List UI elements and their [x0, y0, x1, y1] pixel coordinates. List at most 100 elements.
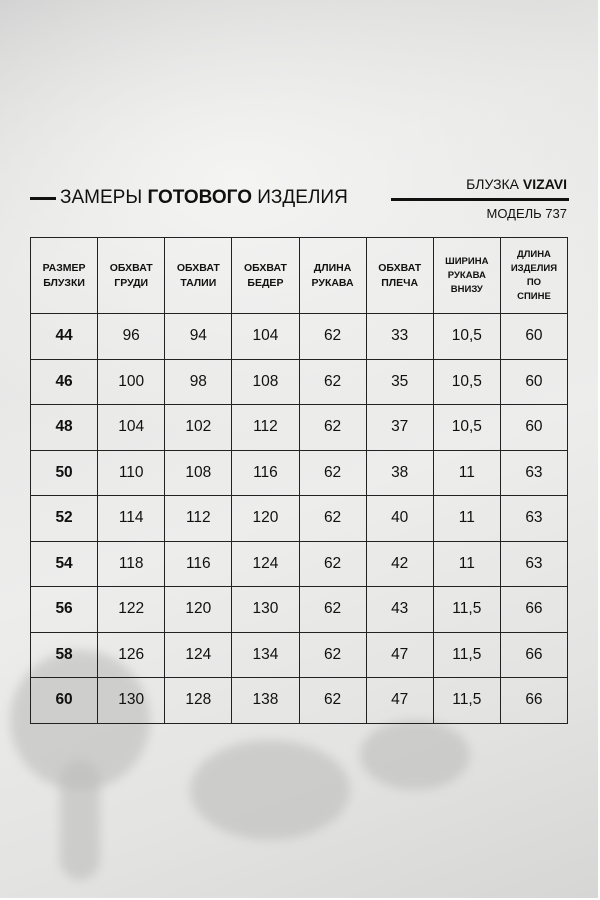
measurement-cell: 116: [231, 449, 300, 496]
column-header: ДЛИНА ИЗДЕЛИЯ ПО СПИНЕ: [499, 237, 569, 314]
column-header-line: ОБХВАТ: [243, 261, 287, 274]
measurement-cell: 63: [499, 540, 569, 587]
measurement-cell: 42: [365, 540, 434, 587]
column-header: ОБХВАТ ГРУДИ: [97, 237, 166, 314]
column-header-line: ОБХВАТ: [176, 261, 220, 274]
table-body: 44 96 94 104 62 33 10,5 60 46 100 98 108 62 35 10,5 60 4…: [29, 313, 569, 724]
column-header-line: ПЛЕЧА: [381, 276, 419, 289]
column-header-line: РУКАВА: [311, 276, 354, 289]
column-header-line: ДЛИНА: [516, 248, 551, 260]
measurement-cell: 124: [164, 631, 233, 678]
measurement-cell: 63: [499, 495, 569, 542]
title-dash: [30, 196, 56, 200]
measurement-cell: 62: [298, 631, 367, 678]
measurement-cell: 128: [164, 677, 233, 724]
column-header-line: РАЗМЕР: [42, 261, 86, 274]
measurement-cell: 35: [365, 358, 434, 405]
column-header-line: ДЛИНА: [313, 261, 352, 274]
measurement-cell: 63: [499, 449, 569, 496]
measurement-cell: 60: [499, 404, 569, 451]
measurement-cell: 98: [164, 358, 233, 405]
brand-label: БЛУЗКА VIZAVI: [466, 176, 567, 192]
measurement-cell: 62: [298, 495, 367, 542]
measurement-cell: 126: [97, 631, 166, 678]
brand-name: VIZAVI: [522, 176, 567, 192]
measurement-cell: 62: [298, 586, 367, 633]
measurement-cell: 40: [365, 495, 434, 542]
table-row: 58 126 124 134 62 47 11,5 66: [29, 631, 569, 678]
column-header-line: ШИРИНА: [445, 255, 489, 267]
measurement-cell: 138: [231, 677, 300, 724]
measurement-cell: 43: [365, 586, 434, 633]
measurement-cell: 62: [298, 449, 367, 496]
measurement-cell: 62: [298, 313, 367, 360]
measurement-cell: 37: [365, 404, 434, 451]
measurement-cell: 112: [164, 495, 233, 542]
title-bold: ГОТОВОГО: [147, 187, 252, 208]
column-header-line: ТАЛИИ: [180, 276, 217, 289]
measurement-cell: 134: [231, 631, 300, 678]
measurement-cell: 11: [432, 540, 501, 587]
measurement-cell: 108: [164, 449, 233, 496]
column-header-line: ПО: [526, 276, 542, 288]
column-header: ОБХВАТ БЕДЕР: [231, 237, 300, 314]
measurement-cell: 130: [231, 586, 300, 633]
measurement-cell: 66: [499, 631, 569, 678]
column-header: ОБХВАТ ПЛЕЧА: [365, 237, 434, 314]
title-rule: [391, 198, 569, 201]
column-header: ШИРИНА РУКАВА ВНИЗУ: [432, 237, 501, 314]
column-header: РАЗМЕР БЛУЗКИ: [29, 237, 99, 314]
measurement-cell: 10,5: [432, 313, 501, 360]
table-row: 52 114 112 120 62 40 11 63: [29, 495, 569, 542]
measurement-cell: 112: [231, 404, 300, 451]
column-header: ДЛИНА РУКАВА: [298, 237, 367, 314]
page-title: ЗАМЕРЫ ГОТОВОГО ИЗДЕЛИЯ: [30, 187, 348, 209]
size-cell: 52: [29, 495, 99, 542]
measurement-cell: 124: [231, 540, 300, 587]
measurement-cell: 118: [97, 540, 166, 587]
leaf-shadow: [360, 720, 470, 790]
measurement-cell: 116: [164, 540, 233, 587]
size-table: РАЗМЕР БЛУЗКИ ОБХВАТ ГРУДИ ОБХВАТ ТАЛИИ ОБХВАТ…: [29, 237, 569, 724]
title-post: ИЗДЕЛИЯ: [257, 187, 348, 208]
header-row: РАЗМЕР БЛУЗКИ ОБХВАТ ГРУДИ ОБХВАТ ТАЛИИ ОБХВАТ…: [29, 237, 569, 314]
measurement-cell: 60: [499, 313, 569, 360]
size-cell: 56: [29, 586, 99, 633]
measurement-cell: 11: [432, 449, 501, 496]
title-pre: ЗАМЕРЫ: [60, 187, 143, 208]
table-row: 50 110 108 116 62 38 11 63: [29, 449, 569, 496]
measurement-cell: 102: [164, 404, 233, 451]
measurement-cell: 120: [231, 495, 300, 542]
size-cell: 44: [29, 313, 99, 360]
column-header-line: ОБХВАТ: [378, 261, 422, 274]
measurement-cell: 62: [298, 404, 367, 451]
measurement-cell: 104: [231, 313, 300, 360]
measurement-cell: 110: [97, 449, 166, 496]
measurement-cell: 66: [499, 586, 569, 633]
measurement-cell: 100: [97, 358, 166, 405]
model-label: МОДЕЛЬ 737: [486, 206, 568, 221]
measurement-cell: 62: [298, 677, 367, 724]
measurement-cell: 122: [97, 586, 166, 633]
size-cell: 50: [29, 449, 99, 496]
column-header-line: БЛУЗКИ: [43, 276, 85, 289]
measurement-cell: 104: [97, 404, 166, 451]
table-row: 48 104 102 112 62 37 10,5 60: [29, 404, 569, 451]
column-header-line: РУКАВА: [447, 269, 486, 281]
measurement-cell: 62: [298, 540, 367, 587]
measurement-cell: 47: [365, 677, 434, 724]
measurement-cell: 10,5: [432, 404, 501, 451]
measurement-cell: 38: [365, 449, 434, 496]
measurement-cell: 10,5: [432, 358, 501, 405]
table-row: 54 118 116 124 62 42 11 63: [29, 540, 569, 587]
table-row: 56 122 120 130 62 43 11,5 66: [29, 586, 569, 633]
measurement-cell: 11,5: [432, 586, 501, 633]
table-row: 44 96 94 104 62 33 10,5 60: [29, 313, 569, 360]
measurement-cell: 130: [97, 677, 166, 724]
measurement-cell: 96: [97, 313, 166, 360]
measurement-cell: 11,5: [432, 631, 501, 678]
size-cell: 48: [29, 404, 99, 451]
measurement-cell: 66: [499, 677, 569, 724]
measurement-cell: 33: [365, 313, 434, 360]
column-header: ОБХВАТ ТАЛИИ: [164, 237, 233, 314]
